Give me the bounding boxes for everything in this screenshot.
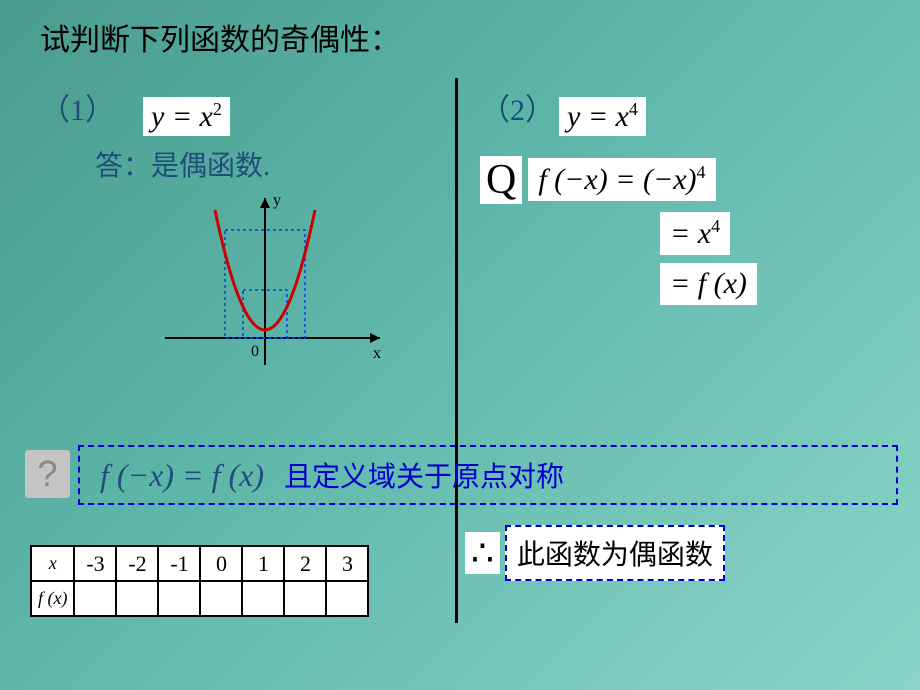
problem-1-answer: 答：是偶函数. bbox=[95, 144, 450, 184]
value-table: x -3 -2 -1 0 1 2 3 f (x) bbox=[30, 545, 369, 617]
derivation-line-3: = f (x) bbox=[660, 263, 757, 305]
problem-1-number: （1） bbox=[40, 94, 115, 127]
problem-2: （2） y = x4 Q f (−x) = (−x)4 = x4 = f (x) bbox=[480, 85, 900, 313]
table-cell: 1 bbox=[242, 546, 284, 581]
table-cell bbox=[116, 581, 158, 616]
conclusion-box: f (−x) = f (x) 且定义域关于原点对称 bbox=[78, 445, 898, 505]
svg-text:y: y bbox=[273, 192, 281, 209]
table-row-fx: f (x) bbox=[31, 581, 368, 616]
table-cell: 2 bbox=[284, 546, 326, 581]
table-cell bbox=[158, 581, 200, 616]
derivation-steps: Q f (−x) = (−x)4 = x4 = f (x) bbox=[480, 156, 900, 305]
table-cell: -1 bbox=[158, 546, 200, 581]
derivation-line-1: f (−x) = (−x)4 bbox=[528, 158, 715, 201]
page-title: 试判断下列函数的奇偶性： bbox=[40, 15, 400, 59]
problem-2-number: （2） bbox=[480, 94, 555, 127]
table-cell bbox=[74, 581, 116, 616]
table-cell: 0 bbox=[200, 546, 242, 581]
table-cell bbox=[242, 581, 284, 616]
conclusion-text: 且定义域关于原点对称 bbox=[284, 455, 564, 495]
derivation-line-2: = x4 bbox=[660, 212, 730, 255]
vertical-divider bbox=[455, 78, 458, 623]
table-cell: -3 bbox=[74, 546, 116, 581]
because-symbol: Q bbox=[480, 156, 522, 204]
table-header-x: x bbox=[31, 546, 74, 581]
svg-text:x: x bbox=[373, 345, 381, 362]
therefore-symbol: ∴ bbox=[465, 532, 500, 574]
problem-1: （1） y = x2 答：是偶函数. y x 0 bbox=[40, 85, 450, 184]
svg-text:0: 0 bbox=[251, 343, 259, 360]
table-cell bbox=[200, 581, 242, 616]
table-cell bbox=[326, 581, 368, 616]
table-cell: 3 bbox=[326, 546, 368, 581]
conclusion-formula: f (−x) = f (x) bbox=[100, 457, 264, 494]
problem-2-formula: y = x4 bbox=[559, 97, 646, 136]
table-cell: -2 bbox=[116, 546, 158, 581]
table-header-fx: f (x) bbox=[31, 581, 74, 616]
problem-1-formula: y = x2 bbox=[143, 97, 230, 136]
therefore-text: 此函数为偶函数 bbox=[505, 525, 725, 581]
question-mark-icon: ? bbox=[25, 450, 70, 498]
therefore-row: ∴ 此函数为偶函数 bbox=[465, 525, 725, 581]
table-cell bbox=[284, 581, 326, 616]
table-row-x: x -3 -2 -1 0 1 2 3 bbox=[31, 546, 368, 581]
parabola-graph: y x 0 bbox=[155, 190, 395, 375]
